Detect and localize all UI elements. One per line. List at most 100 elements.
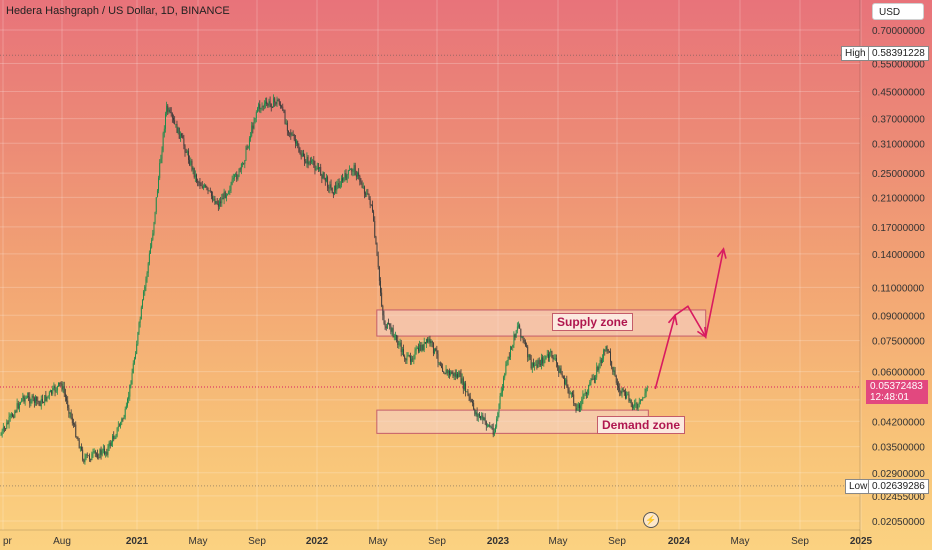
candle-body (581, 399, 583, 406)
current-price-tag: 0.05372483 12:48:01 (866, 380, 928, 404)
candle-body (383, 315, 385, 324)
candle-body (524, 341, 526, 346)
y-tick-label: 0.02455000 (872, 492, 925, 503)
candle-body (623, 389, 625, 392)
candle-body (375, 236, 377, 245)
candle-body (515, 330, 517, 338)
candle-body (15, 411, 17, 412)
candle-body (442, 367, 444, 372)
candle-body (247, 146, 249, 148)
candle-body (83, 459, 85, 462)
candle-body (268, 101, 270, 106)
candle-body (382, 305, 384, 316)
candle-body (301, 153, 303, 157)
projection-arrows[interactable] (654, 247, 727, 390)
candle-body (93, 450, 95, 453)
candle-body (236, 174, 238, 180)
candle-body (496, 418, 498, 427)
candle-body (520, 328, 522, 338)
candles[interactable] (0, 94, 648, 465)
candle-body (32, 395, 34, 398)
currency-button[interactable]: USD (872, 3, 924, 20)
current-price: 0.05372483 (870, 381, 923, 392)
high-value: 0.58391228 (868, 46, 929, 61)
candle-body (306, 157, 308, 164)
candle-body (415, 348, 417, 351)
candle-body (389, 323, 391, 326)
candle-body (255, 111, 257, 118)
supply-zone-rect[interactable] (376, 309, 707, 337)
candle-body (152, 233, 154, 240)
candle-body (421, 345, 423, 351)
candle-body (116, 427, 118, 436)
candle-body (117, 426, 119, 428)
candle-body (549, 352, 551, 358)
candle-body (338, 183, 340, 188)
candle-body (534, 365, 536, 366)
candle-body (17, 403, 19, 409)
candle-body (449, 370, 450, 376)
candle-body (480, 416, 482, 419)
candle-body (139, 319, 141, 323)
candle-body (646, 388, 648, 390)
candle-body (592, 378, 594, 380)
candle-body (357, 172, 358, 177)
grid-lines (0, 0, 861, 530)
candle-body (48, 392, 50, 396)
candle-body (628, 394, 630, 401)
demand-zone-label[interactable]: Demand zone (597, 416, 686, 434)
supply-zone-label[interactable]: Supply zone (552, 313, 633, 331)
candle-body (336, 185, 338, 191)
candle-body (50, 390, 51, 393)
lightning-icon[interactable]: ⚡ (643, 512, 659, 528)
candle-body (434, 348, 436, 354)
candle-body (372, 204, 373, 212)
candle-body (365, 193, 367, 195)
candle-body (451, 371, 453, 374)
candle-body (464, 383, 465, 390)
candle-body (346, 174, 348, 180)
candle-body (220, 201, 222, 204)
projection-path[interactable] (654, 248, 725, 390)
candle-body (420, 344, 422, 351)
candle-body (253, 121, 255, 129)
candle-body (94, 450, 96, 454)
x-tick-label: Aug (53, 536, 71, 547)
candle-body (554, 358, 556, 359)
candle-body (404, 356, 406, 359)
candle-body (282, 106, 284, 111)
candle-body (305, 161, 307, 164)
candle-body (62, 386, 64, 390)
candle-body (298, 145, 300, 152)
candle-body (1, 430, 3, 436)
candle-body (424, 342, 426, 344)
candle-body (147, 263, 149, 274)
candle-body (362, 186, 364, 188)
candle-body (419, 344, 421, 352)
candle-body (392, 328, 394, 338)
candle-body (102, 448, 104, 451)
candle-body (137, 332, 139, 345)
y-tick-label: 0.70000000 (872, 26, 925, 37)
candle-body (543, 359, 545, 364)
candle-body (582, 394, 584, 400)
candle-body (162, 133, 164, 151)
candle-body (625, 391, 626, 399)
candle-body (224, 191, 226, 199)
candle-body (547, 354, 549, 358)
zones[interactable] (376, 309, 707, 434)
candle-body (29, 396, 31, 404)
candle-body (378, 266, 380, 281)
candle-body (458, 372, 460, 378)
candle-body (441, 365, 442, 368)
candle-body (71, 417, 73, 424)
candle-body (635, 403, 637, 404)
candle-body (561, 374, 563, 377)
candle-body (183, 138, 185, 146)
candle-body (418, 347, 419, 352)
candle-body (248, 138, 250, 147)
candle-body (61, 383, 63, 390)
candle-body (314, 165, 316, 170)
candle-body (390, 325, 392, 332)
